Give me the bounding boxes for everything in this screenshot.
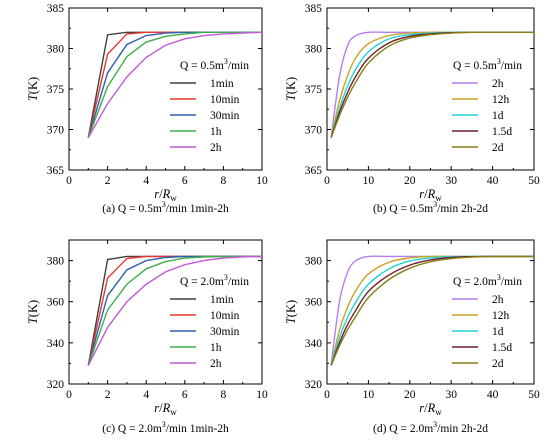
y-axis-label: T(K) bbox=[26, 300, 40, 324]
y-tick-label: 380 bbox=[305, 44, 323, 56]
legend-label-10min: 10min bbox=[210, 310, 240, 322]
x-tick-label: 6 bbox=[182, 175, 188, 187]
y-tick-label: 375 bbox=[47, 84, 65, 96]
x-tick-label: 10 bbox=[256, 175, 268, 187]
series-line-1h bbox=[87, 31, 262, 138]
x-tick-label: 30 bbox=[445, 389, 457, 401]
x-tick-label: 40 bbox=[487, 389, 499, 401]
y-tick-label: 385 bbox=[305, 3, 323, 15]
y-axis-label: T(K) bbox=[284, 77, 298, 101]
chart-panel-d: 0 10 20 30 40 50 320 340 360 380 r/Rw T(K) Q = 2.0m3… bbox=[284, 239, 540, 435]
x-tick-label: 2 bbox=[105, 175, 111, 187]
y-tick-label: 365 bbox=[305, 165, 323, 177]
y-tick-label: 360 bbox=[305, 297, 323, 309]
series-line-1.5d bbox=[330, 31, 534, 138]
x-tick-label: 8 bbox=[221, 389, 227, 401]
x-tick-label: 50 bbox=[528, 175, 540, 187]
x-tick-label: 20 bbox=[404, 175, 416, 187]
flow-rate-annotation: Q = 0.5m3/min bbox=[180, 57, 249, 72]
x-axis-label: r/Rw bbox=[154, 187, 177, 203]
flow-rate-annotation: Q = 2.0m3/min bbox=[453, 273, 522, 288]
series-line-2h bbox=[330, 31, 534, 138]
x-tick-label: 4 bbox=[143, 175, 149, 187]
x-tick-label: 4 bbox=[143, 389, 149, 401]
y-tick-label: 360 bbox=[47, 297, 65, 309]
x-tick-label: 0 bbox=[324, 389, 330, 401]
flow-rate-annotation: Q = 0.5m3/min bbox=[453, 57, 522, 72]
chart-panel-a: 0 2 4 6 8 10 365 370 375 380 385 r/Rw T(K) Q = 0.5m3/… bbox=[26, 3, 268, 215]
legend-label-1.5d: 1.5d bbox=[492, 126, 512, 138]
legend-label-30min: 30min bbox=[210, 326, 240, 338]
x-tick-label: 40 bbox=[487, 175, 499, 187]
legend: 2h 12h 1d 1.5d 2d bbox=[452, 294, 512, 370]
x-tick-label: 50 bbox=[528, 389, 540, 401]
y-tick-label: 380 bbox=[47, 44, 65, 56]
y-tick-label: 320 bbox=[305, 379, 323, 391]
x-tick-label: 2 bbox=[105, 389, 111, 401]
y-tick-label: 340 bbox=[305, 338, 323, 350]
legend-label-2h: 2h bbox=[492, 78, 504, 90]
legend: 1min 10min 30min 1h 2h bbox=[170, 78, 240, 154]
panel-caption: (b) Q = 0.5m3/min 2h-2d bbox=[373, 200, 488, 215]
legend-label-2h: 2h bbox=[492, 294, 504, 306]
x-tick-label: 20 bbox=[404, 389, 416, 401]
y-tick-label: 380 bbox=[47, 256, 65, 268]
legend: 2h 12h 1d 1.5d 2d bbox=[452, 78, 512, 154]
legend: 1min 10min 30min 1h 2h bbox=[170, 294, 240, 370]
chart-panel-b: 0 10 20 30 40 50 365 370 375 380 385 r/Rw T(K) Q = 0.… bbox=[284, 3, 540, 215]
x-tick-label: 10 bbox=[363, 389, 375, 401]
legend-label-10min: 10min bbox=[210, 94, 240, 106]
legend-label-1.5d: 1.5d bbox=[492, 342, 512, 354]
series-line-1d bbox=[330, 31, 534, 138]
series-line-1h bbox=[87, 255, 262, 366]
legend-label-1min: 1min bbox=[210, 78, 234, 90]
x-axis-label: r/Rw bbox=[419, 401, 442, 417]
legend-label-2h: 2h bbox=[210, 358, 222, 370]
y-tick-label: 370 bbox=[47, 125, 65, 137]
y-tick-label: 385 bbox=[47, 3, 65, 15]
x-tick-label: 6 bbox=[182, 389, 188, 401]
legend-label-30min: 30min bbox=[210, 110, 240, 122]
legend-label-1h: 1h bbox=[210, 126, 222, 138]
flow-rate-annotation: Q = 2.0m3/min bbox=[180, 273, 249, 288]
series-line-2h bbox=[87, 31, 262, 138]
y-axis-label: T(K) bbox=[284, 300, 298, 324]
panel-caption: (d) Q = 2.0m3/min 2h-2d bbox=[373, 420, 488, 435]
series-line-2d bbox=[330, 255, 534, 366]
x-tick-label: 0 bbox=[66, 389, 72, 401]
y-tick-label: 365 bbox=[47, 165, 65, 177]
y-axis-label: T(K) bbox=[26, 77, 40, 101]
x-tick-label: 10 bbox=[256, 389, 268, 401]
x-tick-label: 0 bbox=[324, 175, 330, 187]
series-line-12h bbox=[330, 31, 534, 138]
chart-panel-c: 0 2 4 6 8 10 320 340 360 380 r/Rw T(K) Q = 2.0m3/min… bbox=[26, 239, 268, 435]
legend-label-1d: 1d bbox=[492, 110, 504, 122]
legend-label-12h: 12h bbox=[492, 310, 510, 322]
series-line-2d bbox=[330, 31, 534, 138]
legend-label-12h: 12h bbox=[492, 94, 510, 106]
legend-label-1min: 1min bbox=[210, 294, 234, 306]
series-line-2h bbox=[87, 255, 262, 366]
y-tick-label: 380 bbox=[305, 256, 323, 268]
x-axis-label: r/Rw bbox=[154, 401, 177, 417]
y-tick-label: 375 bbox=[305, 84, 323, 96]
x-axis-label: r/Rw bbox=[419, 187, 442, 203]
legend-label-2h: 2h bbox=[210, 142, 222, 154]
legend-label-1h: 1h bbox=[210, 342, 222, 354]
y-tick-label: 320 bbox=[47, 379, 65, 391]
y-tick-label: 340 bbox=[47, 338, 65, 350]
x-tick-label: 0 bbox=[66, 175, 72, 187]
panel-caption: (c) Q = 2.0m3/min 1min-2h bbox=[102, 420, 229, 435]
legend-label-2d: 2d bbox=[492, 142, 504, 154]
y-tick-label: 370 bbox=[305, 125, 323, 137]
x-tick-label: 8 bbox=[221, 175, 227, 187]
x-tick-label: 10 bbox=[363, 175, 375, 187]
legend-label-2d: 2d bbox=[492, 358, 504, 370]
panel-caption: (a) Q = 0.5m3/min 1min-2h bbox=[102, 200, 229, 215]
legend-label-1d: 1d bbox=[492, 326, 504, 338]
x-tick-label: 30 bbox=[445, 175, 457, 187]
